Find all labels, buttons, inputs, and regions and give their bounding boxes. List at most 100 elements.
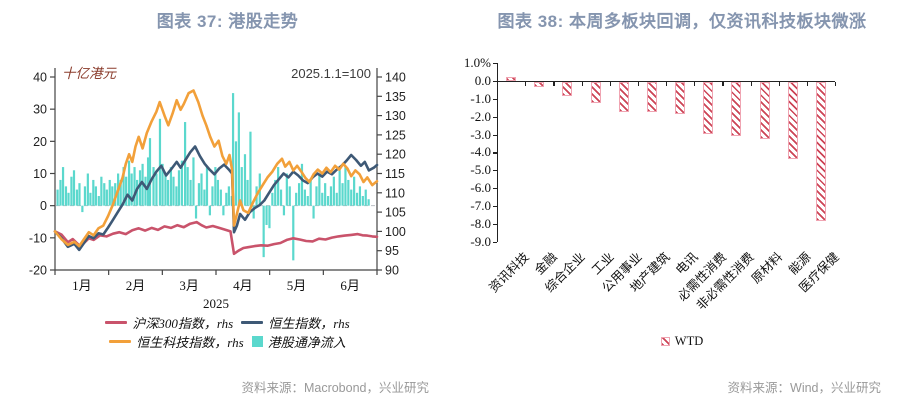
netflow-bar: [148, 138, 152, 206]
left-chart-legend: 沪深300指数，rhs 恒生指数，rhs 恒生科技指数，rhs 港股通净流入: [0, 313, 455, 351]
netflow-bar: [358, 186, 362, 206]
right-axis-tick-label: 140: [385, 71, 406, 85]
y-axis-tick-label: -7.0: [470, 197, 491, 213]
netflow-bar: [279, 189, 283, 206]
right-axis-tick-label: 135: [385, 90, 406, 104]
netflow-bar: [97, 196, 100, 206]
index-base-annotation: 2025.1.1=100: [291, 66, 371, 81]
netflow-bar: [89, 192, 92, 206]
netflow-bar: [227, 186, 230, 206]
y-axis-tick-label: -5.0: [470, 162, 491, 178]
netflow-bar: [111, 186, 114, 206]
netflow-bar: [329, 186, 333, 206]
y-axis-tick: [493, 81, 497, 83]
right-axis-tick-label: 115: [385, 167, 405, 181]
zero-axis-tick: [806, 82, 809, 86]
month-label: 3月: [179, 278, 199, 293]
right-chart-source: 资料来源：Wind，兴业研究: [727, 381, 881, 395]
y-axis: [497, 63, 499, 242]
netflow-bar: [117, 173, 120, 206]
netflow-bar: [326, 196, 330, 206]
netflow-bar: [92, 179, 95, 206]
netflow-bar: [83, 186, 87, 206]
netflow-bar: [219, 189, 222, 206]
netflow-bar: [172, 176, 175, 206]
legend-bar-swatch-icon: [251, 336, 263, 347]
netflow-bar: [231, 93, 235, 206]
netflow-bar: [312, 205, 315, 219]
zero-axis-tick: [609, 82, 611, 86]
netflow-bar: [56, 189, 59, 206]
netflow-bar: [155, 173, 158, 206]
y-axis-tick-label: -8.0: [470, 215, 491, 231]
left-axis-tick-label: -10: [29, 231, 47, 245]
netflow-bar: [364, 189, 367, 206]
netflow-bar: [180, 160, 183, 206]
month-label: 4月: [233, 278, 253, 293]
netflow-bar: [243, 154, 247, 206]
zero-axis-tick: [750, 82, 752, 86]
y-axis-tick: [493, 152, 497, 154]
netflow-bar: [158, 118, 162, 206]
zero-axis-tick: [553, 82, 555, 86]
category-label: 资讯科技: [486, 249, 532, 296]
netflow-bar: [282, 205, 286, 216]
netflow-bar: [338, 170, 341, 206]
month-label: 6月: [340, 278, 360, 293]
month-label: 1月: [72, 278, 92, 293]
netflow-bar: [169, 167, 173, 206]
sector-wtd-chart-canvas: 1.0% 0.0 -1.0 -2.0 -3.0 -4.0 -5.0 -6.0 -7.0 -8.0 -…: [455, 0, 909, 404]
sector-bar: [590, 82, 601, 104]
legend-item: 沪深300指数，rhs: [105, 313, 233, 332]
netflow-bar: [300, 163, 304, 206]
netflow-bar: [186, 167, 189, 206]
y-axis-tick: [493, 63, 497, 65]
netflow-bar: [146, 157, 150, 206]
y-axis-tick-label: 1.0%: [463, 55, 491, 71]
netflow-bar: [127, 160, 131, 206]
month-label: 2月: [126, 278, 146, 293]
index-line-0: [53, 220, 379, 256]
left-axis-tick-label: 40: [33, 71, 47, 85]
netflow-bar: [103, 183, 106, 206]
netflow-bar: [265, 205, 268, 225]
netflow-bar: [344, 167, 347, 206]
zero-axis-tick: [581, 82, 583, 86]
netflow-bar: [211, 186, 214, 206]
netflow-bar: [61, 167, 65, 206]
zero-axis-tick: [835, 82, 837, 86]
netflow-bar: [138, 170, 142, 206]
month-label: 5月: [287, 278, 307, 293]
netflow-bar: [268, 205, 271, 229]
right-axis-tick-label: 125: [385, 128, 406, 142]
netflow-bar: [105, 189, 108, 206]
y-axis-tick: [493, 170, 497, 172]
netflow-bar: [347, 179, 350, 206]
y-axis-tick-label: -4.0: [470, 144, 491, 160]
legend-item-label: 沪深300指数，rhs: [132, 316, 234, 331]
right-axis-tick-label: 100: [385, 225, 406, 239]
netflow-bar: [183, 122, 187, 206]
right-axis-tick-label: 95: [385, 244, 399, 258]
netflow-bar: [367, 199, 370, 206]
netflow-bar: [208, 205, 211, 216]
y-axis-tick-label: -6.0: [470, 180, 491, 196]
y-axis-tick-label: -9.0: [470, 233, 491, 249]
sector-bar: [787, 82, 798, 159]
netflow-bar: [309, 179, 312, 206]
y-axis-tick-label: -3.0: [470, 126, 491, 142]
y-axis-tick-label: 0.0: [474, 73, 491, 88]
legend-item: 恒生指数，rhs: [241, 313, 350, 332]
legend-row: 沪深300指数，rhs 恒生指数，rhs: [0, 313, 455, 332]
legend-item: 恒生科技指数，rhs: [109, 332, 244, 351]
netflow-bar: [94, 186, 97, 206]
right-chart-title: 图表 38: 本周多板块回调，仅资讯科技板块微涨: [497, 12, 867, 31]
sector-bar: [534, 82, 545, 88]
netflow-bar: [136, 179, 139, 206]
netflow-bar: [303, 189, 306, 206]
netflow-bar: [161, 163, 164, 206]
netflow-bar: [258, 173, 261, 206]
netflow-bar: [152, 167, 155, 206]
netflow-bar: [141, 163, 144, 206]
netflow-bar: [192, 157, 195, 206]
